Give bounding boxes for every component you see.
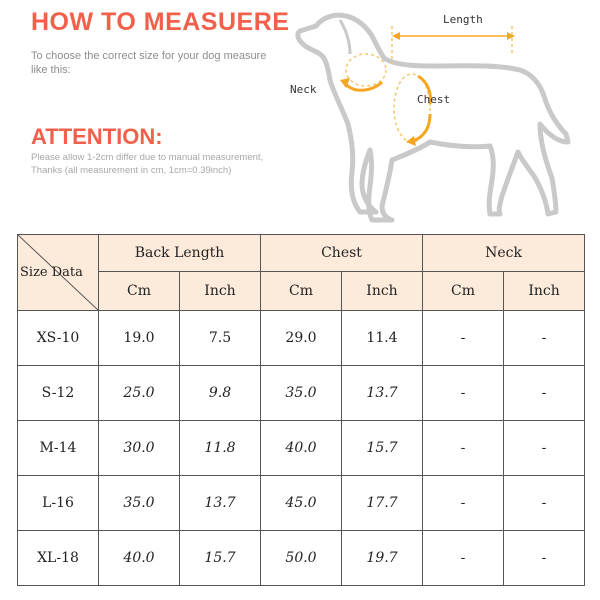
chest-arrow-head [406,136,416,146]
attention-title: ATTENTION: [31,124,163,149]
chest-inch-cell: 15.7 [340,420,424,476]
table-row: S-12 25.0 9.8 35.0 13.7 - - [17,365,586,421]
back-inch-cell: 9.8 [179,365,261,421]
neck-cm-cell: - [422,365,505,421]
chest-cm-cell: 29.0 [260,310,342,366]
neck-label: Neck [290,83,317,96]
group-header-chest: Chest [259,234,424,272]
header-row-groups: Size Data Back Length Chest Neck [17,234,586,311]
chest-cm-cell: 45.0 [260,475,342,531]
neck-arrow-head [340,78,350,88]
back-cm-cell: 25.0 [98,365,180,421]
size-cell: L-16 [17,475,99,531]
unit-header: Inch [179,271,261,311]
dog-outline [295,12,571,223]
unit-header: Inch [340,271,424,311]
neck-inch-cell: - [503,420,586,476]
chest-guide [393,73,431,143]
length-arrow-head-left [392,32,400,40]
back-inch-cell: 7.5 [179,310,261,366]
dog-measurement-diagram: Length Neck Chest [290,12,571,223]
neck-inch-cell: - [503,530,586,586]
back-cm-cell: 30.0 [98,420,180,476]
header-row-units: Cm Inch Cm Inch Cm Inch [18,271,586,311]
attention-line-2: Thanks (all measurement in cm, 1cm=0.39i… [31,165,232,176]
attention-line-1: Please allow 1-2cm differ due to manual … [31,152,264,163]
chest-inch-cell: 13.7 [340,365,424,421]
corner-cell: Size Data [17,234,99,311]
dog-ear [338,19,352,55]
corner-diagonal [18,235,98,310]
size-cell: XL-18 [17,530,99,586]
unit-header: Inch [503,271,586,311]
chest-cm-cell: 40.0 [260,420,342,476]
neck-cm-cell: - [422,475,505,531]
chest-inch-cell: 19.7 [340,530,424,586]
neck-cm-cell: - [422,310,505,366]
corner-label: Size Data [20,265,83,280]
unit-header: Cm [260,271,342,311]
group-header-neck: Neck [422,234,586,272]
chest-inch-cell: 11.4 [340,310,424,366]
neck-inch-cell: - [503,310,586,366]
table-row: XL-18 40.0 15.7 50.0 19.7 - - [17,530,586,586]
chest-arrow-top [417,74,432,105]
table-row: M-14 30.0 11.8 40.0 15.7 - - [17,420,586,476]
table-row: XS-10 19.0 7.5 29.0 11.4 - - [17,310,586,366]
page-title: HOW TO MEASUERE [31,8,290,36]
neck-guide [345,53,387,87]
back-cm-cell: 35.0 [98,475,180,531]
chest-cm-cell: 50.0 [260,530,342,586]
neck-inch-cell: - [503,365,586,421]
neck-inch-cell: - [503,475,586,531]
neck-cm-cell: - [422,530,505,586]
back-inch-cell: 15.7 [179,530,261,586]
length-arrow-head-right [507,32,515,40]
attention-note: Please allow 1-2cm differ due to manual … [31,151,331,177]
unit-header: Cm [422,271,505,311]
size-cell: M-14 [17,420,99,476]
group-header-back-length: Back Length [98,234,261,272]
neck-cm-cell: - [422,420,505,476]
length-label: Length [443,13,483,26]
back-cm-cell: 19.0 [98,310,180,366]
unit-header: Cm [98,271,180,311]
back-inch-cell: 11.8 [179,420,261,476]
size-cell: XS-10 [17,310,99,366]
chest-cm-cell: 35.0 [260,365,342,421]
back-cm-cell: 40.0 [98,530,180,586]
intro-text: To choose the correct size for your dog … [31,50,267,76]
back-inch-cell: 13.7 [179,475,261,531]
chest-label: Chest [417,93,450,106]
table-row: L-16 35.0 13.7 45.0 17.7 - - [17,475,586,531]
size-cell: S-12 [17,365,99,421]
chest-inch-cell: 17.7 [340,475,424,531]
size-chart-table: Size Data Back Length Chest Neck Cm Inch… [17,234,586,586]
